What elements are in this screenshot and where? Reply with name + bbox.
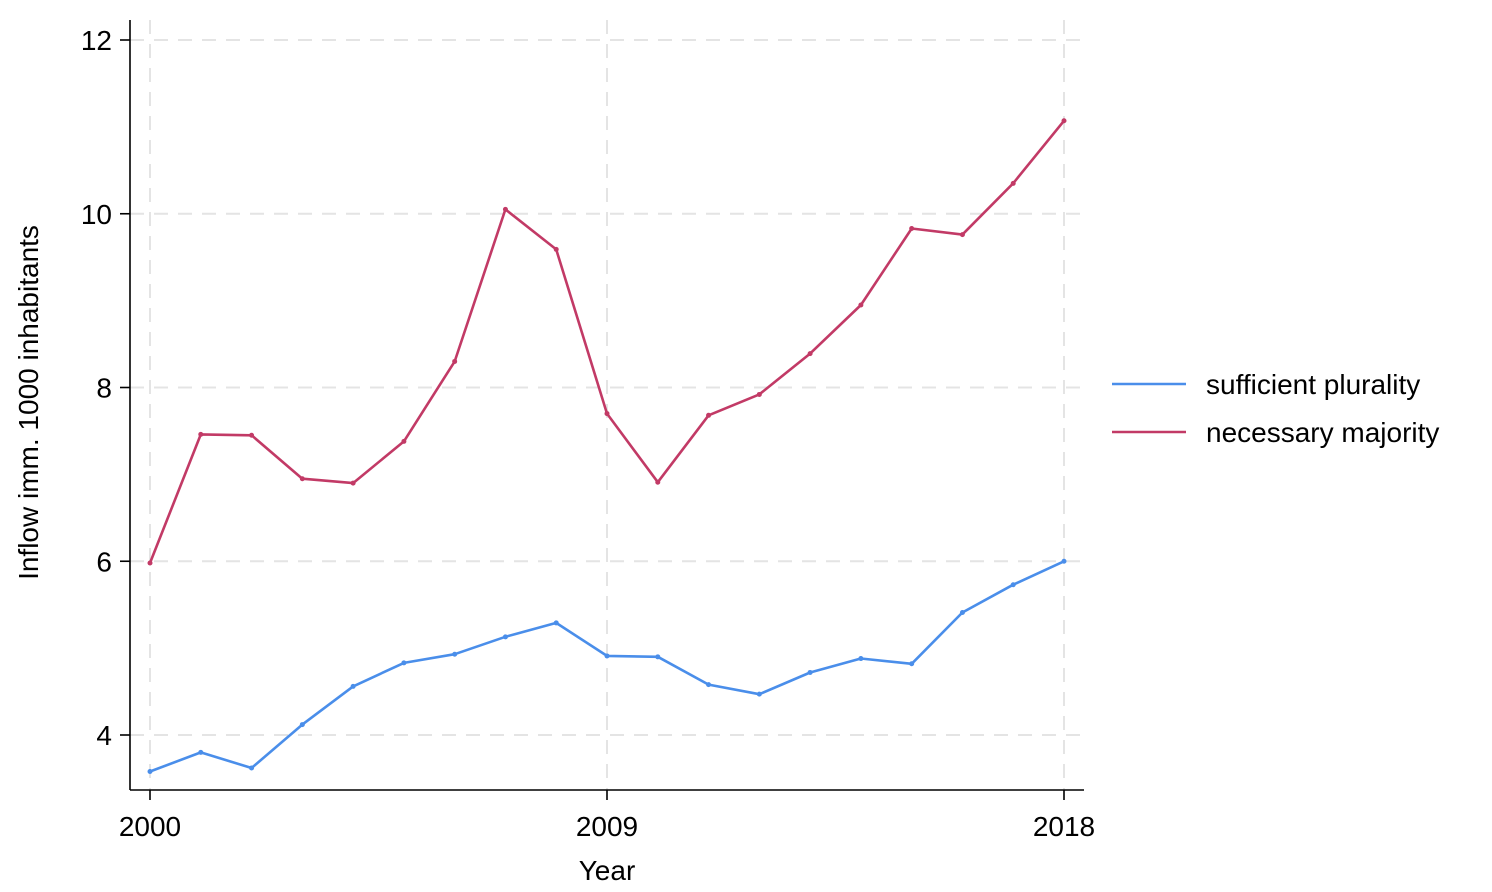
data-point-necessary-majority-2002 [249, 432, 255, 438]
data-point-necessary-majority-2014 [858, 302, 864, 308]
data-point-sufficient-plurality-2007 [502, 634, 508, 640]
data-point-necessary-majority-2010 [655, 479, 661, 485]
data-point-necessary-majority-2004 [350, 480, 356, 486]
data-point-sufficient-plurality-2016 [959, 610, 965, 616]
data-point-sufficient-plurality-2002 [249, 765, 255, 771]
y-tick-label-10: 10 [81, 199, 112, 230]
axes-layer [120, 20, 1084, 800]
data-point-sufficient-plurality-2018 [1061, 558, 1067, 564]
data-point-sufficient-plurality-2009 [604, 653, 610, 659]
y-tick-label-4: 4 [96, 720, 112, 751]
labels-layer: Year Inflow imm. 1000 inhabitants 4 6 8 10 1… [13, 25, 1095, 886]
data-point-sufficient-plurality-2003 [299, 722, 305, 728]
data-point-sufficient-plurality-2001 [198, 749, 204, 755]
legend: sufficient plurality necessary majority [1112, 369, 1439, 448]
data-point-sufficient-plurality-2014 [858, 656, 864, 662]
data-point-necessary-majority-2009 [604, 411, 610, 417]
data-point-sufficient-plurality-2015 [909, 661, 915, 667]
data-point-sufficient-plurality-2006 [452, 651, 458, 657]
data-point-necessary-majority-2016 [959, 232, 965, 238]
grid-layer [130, 20, 1084, 790]
data-point-sufficient-plurality-2011 [706, 682, 712, 688]
data-point-necessary-majority-2015 [909, 226, 915, 232]
data-point-sufficient-plurality-2012 [756, 691, 762, 697]
x-axis-title: Year [579, 855, 636, 886]
data-point-sufficient-plurality-2010 [655, 654, 661, 660]
y-tick-label-8: 8 [96, 373, 112, 404]
data-point-necessary-majority-2003 [299, 476, 305, 482]
y-tick-label-12: 12 [81, 25, 112, 56]
data-point-necessary-majority-2011 [706, 412, 712, 418]
x-tick-label-2018: 2018 [1033, 811, 1095, 842]
data-point-sufficient-plurality-2004 [350, 683, 356, 689]
y-tick-label-6: 6 [96, 546, 112, 577]
data-point-necessary-majority-2012 [756, 391, 762, 397]
data-point-necessary-majority-2005 [401, 438, 407, 444]
data-point-sufficient-plurality-2005 [401, 660, 407, 666]
legend-label-necessary-majority: necessary majority [1206, 417, 1439, 448]
y-axis-title: Inflow imm. 1000 inhabitants [13, 225, 44, 580]
data-point-necessary-majority-2001 [198, 431, 204, 437]
data-point-necessary-majority-2007 [502, 206, 508, 212]
data-point-necessary-majority-2000 [147, 560, 153, 566]
data-point-sufficient-plurality-2008 [553, 620, 559, 626]
legend-label-sufficient-plurality: sufficient plurality [1206, 369, 1420, 400]
series-line-sufficient-plurality [148, 559, 1066, 773]
x-tick-label-2009: 2009 [576, 811, 638, 842]
data-point-sufficient-plurality-2013 [807, 669, 813, 675]
data-point-necessary-majority-2006 [452, 358, 458, 364]
data-point-necessary-majority-2008 [553, 246, 559, 252]
data-point-necessary-majority-2017 [1010, 180, 1016, 186]
x-tick-label-2000: 2000 [119, 811, 181, 842]
data-point-sufficient-plurality-2017 [1010, 582, 1016, 588]
data-point-necessary-majority-2013 [807, 351, 813, 357]
data-point-necessary-majority-2018 [1061, 118, 1067, 124]
data-point-sufficient-plurality-2000 [147, 768, 153, 774]
series-layer [147, 118, 1067, 774]
